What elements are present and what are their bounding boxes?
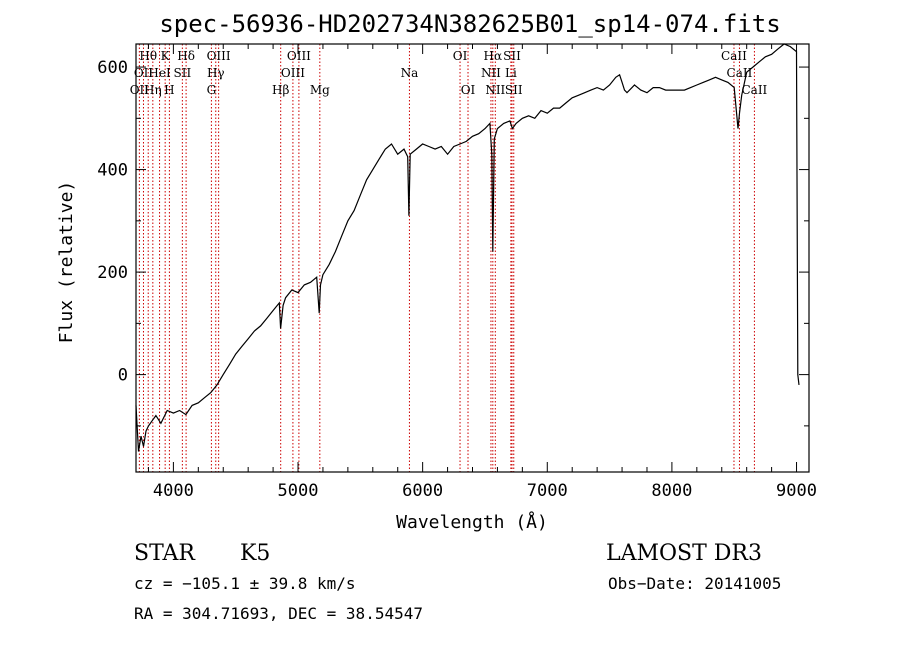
line-label: OIII — [207, 49, 231, 63]
line-label: CaII — [727, 66, 753, 80]
line-label: OI — [453, 49, 468, 63]
line-label: H — [164, 83, 174, 97]
line-label: HeI — [148, 66, 171, 80]
line-label: G — [207, 83, 217, 97]
x-tick-label: 7000 — [527, 481, 568, 501]
spectrum-line — [135, 43, 800, 452]
line-label: Hη — [144, 83, 162, 97]
x-axis-label: Wavelength (Å) — [396, 511, 548, 533]
line-label: SII — [174, 66, 192, 80]
object-class: STAR — [134, 541, 196, 566]
object-subclass: K5 — [240, 541, 270, 566]
y-tick-label: 400 — [97, 161, 128, 181]
x-tick-label: 8000 — [651, 481, 692, 501]
x-tick-label: 4000 — [153, 481, 194, 501]
line-label: OIII — [281, 66, 305, 80]
line-label: SII — [505, 83, 523, 97]
plot-frame — [135, 43, 810, 473]
x-tick-label: 5000 — [278, 481, 319, 501]
chart-title: spec-56936-HD202734N382625B01_sp14-074.f… — [159, 10, 780, 38]
x-tick-label: 9000 — [776, 481, 817, 501]
line-label: Li — [505, 66, 517, 80]
obs-date: Obs−Date: 20141005 — [608, 574, 781, 593]
y-tick-label: 200 — [97, 263, 128, 283]
line-label: SII — [503, 49, 521, 63]
x-axis: 4000 5000 6000 7000 8000 9000 — [147, 44, 817, 501]
line-label: CaII — [741, 83, 767, 97]
y-tick-label: 600 — [97, 58, 128, 78]
line-label: NII — [485, 83, 505, 97]
redshift-text: cz = −105.1 ± 39.8 km/s — [134, 574, 356, 593]
line-label: CaII — [721, 49, 747, 63]
ra-dec-text: RA = 304.71693, DEC = 38.54547 — [134, 604, 423, 623]
survey-name: LAMOST DR3 — [606, 541, 762, 566]
line-label: Hδ — [177, 49, 195, 63]
line-label: Hβ — [272, 83, 289, 97]
line-label: NII — [481, 66, 501, 80]
line-label: OI — [461, 83, 476, 97]
line-label: Hθ — [139, 49, 157, 63]
line-label: OII — [130, 83, 150, 97]
line-label: Mg — [310, 83, 330, 97]
y-axis-label: Flux (relative) — [56, 181, 77, 344]
line-label: Hα — [484, 49, 503, 63]
line-label: K — [161, 49, 171, 63]
line-label: Na — [401, 66, 419, 80]
line-label: OIII — [287, 49, 311, 63]
line-label: OII — [134, 66, 154, 80]
line-markers — [138, 44, 755, 472]
y-axis: 0 200 400 600 — [97, 58, 809, 427]
x-tick-label: 6000 — [402, 481, 443, 501]
y-tick-label: 0 — [118, 366, 128, 386]
line-label: Hγ — [207, 66, 225, 80]
